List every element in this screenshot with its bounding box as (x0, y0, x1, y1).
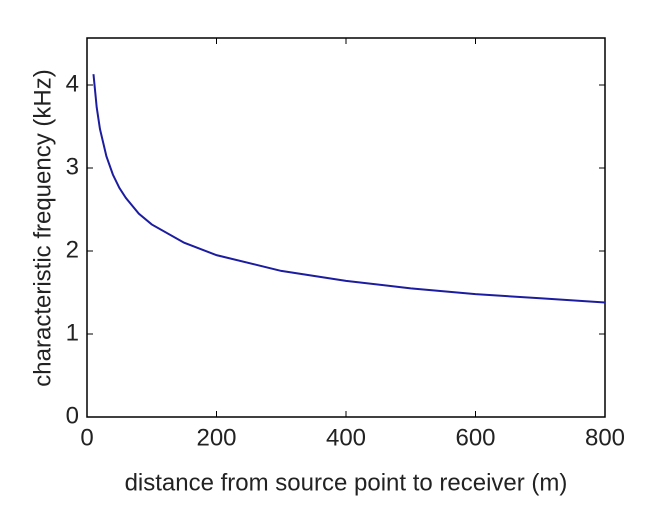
x-tick-label: 400 (326, 424, 366, 451)
y-tick-label: 2 (66, 236, 79, 263)
x-tick-label: 800 (585, 424, 625, 451)
x-tick-label: 200 (196, 424, 236, 451)
y-tick-label: 1 (66, 319, 79, 346)
y-axis-label: characteristic frequency (kHz) (29, 69, 56, 386)
plot-frame (86, 37, 606, 418)
y-tick-label: 3 (66, 153, 79, 180)
x-axis-label: distance from source point to receiver (… (125, 469, 568, 496)
y-tick-label: 0 (66, 402, 79, 429)
data-line (92, 74, 606, 304)
x-tick-label: 0 (80, 424, 93, 451)
x-tick-label: 600 (455, 424, 495, 451)
y-tick-label: 4 (66, 70, 79, 97)
